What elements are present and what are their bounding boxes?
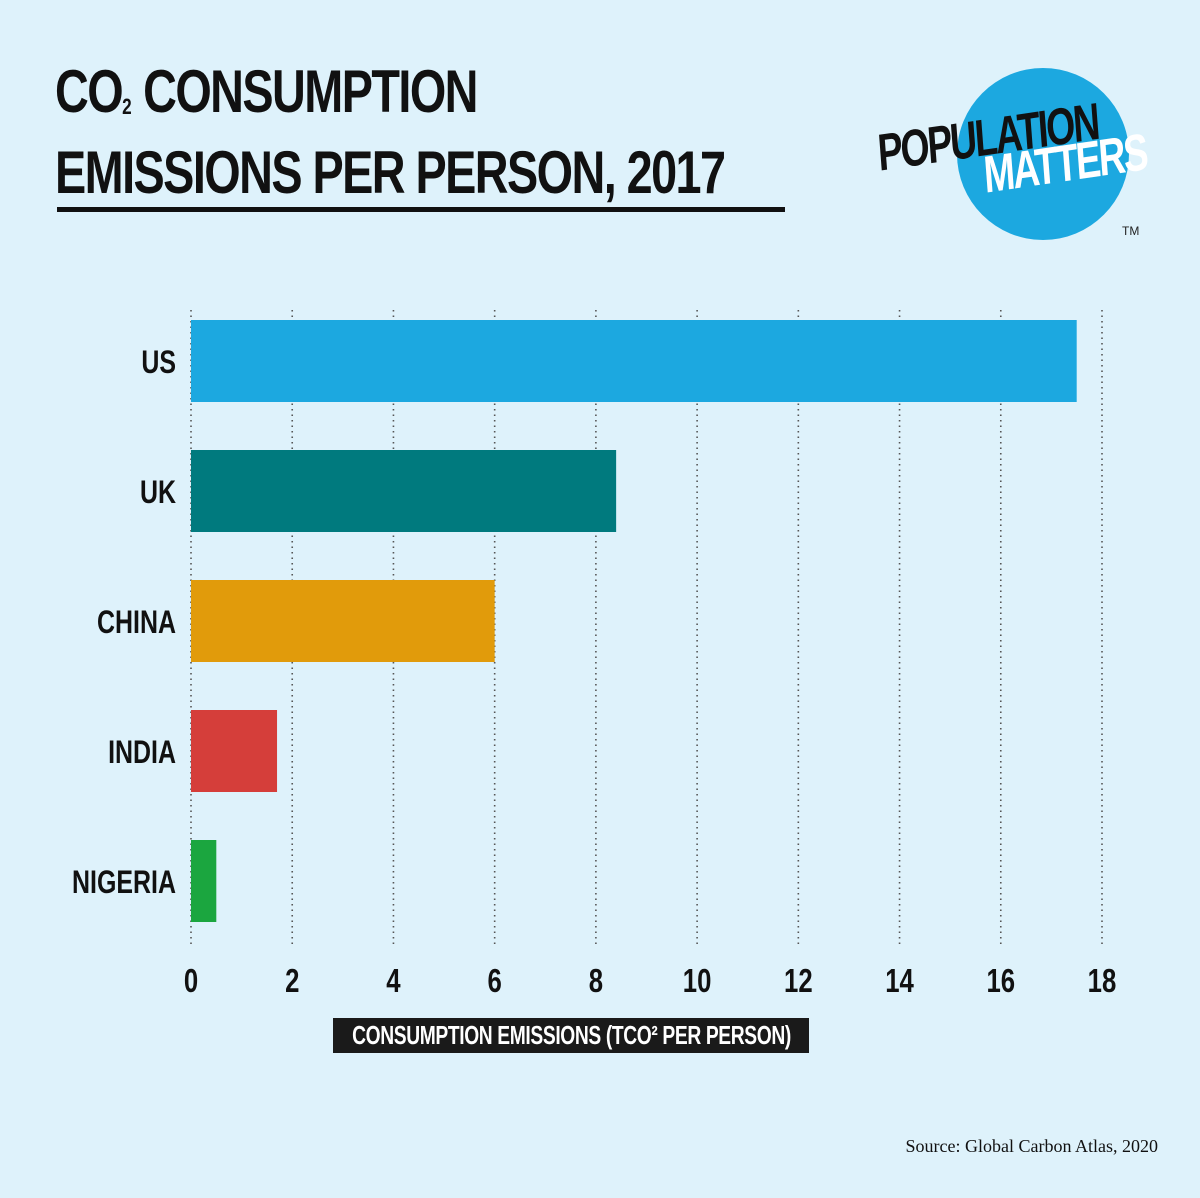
x-axis-title: CONSUMPTION EMISSIONS (TCO² PER PERSON) bbox=[351, 1020, 791, 1050]
x-tick-label: 2 bbox=[285, 963, 299, 1000]
x-tick-label: 8 bbox=[589, 963, 603, 1000]
trademark-symbol: TM bbox=[1122, 224, 1140, 238]
x-tick-label: 0 bbox=[184, 963, 198, 1000]
x-tick-label: 6 bbox=[488, 963, 502, 1000]
title-consumption: CONSUMPTION bbox=[131, 58, 478, 125]
logo-circle bbox=[957, 68, 1129, 240]
x-tick-label: 16 bbox=[986, 963, 1015, 1000]
category-label-us: US bbox=[141, 345, 176, 381]
title-co: CO bbox=[55, 58, 124, 125]
x-tick-label: 10 bbox=[683, 963, 712, 1000]
chart-title: CO2 CONSUMPTION EMISSIONS PER PERSON, 20… bbox=[55, 58, 726, 207]
category-label-india: INDIA bbox=[108, 735, 176, 771]
source-note: Source: Global Carbon Atlas, 2020 bbox=[905, 1136, 1158, 1156]
bar-china bbox=[191, 580, 495, 662]
x-tick-label: 14 bbox=[885, 963, 914, 1000]
title-line-2: EMISSIONS PER PERSON, 2017 bbox=[55, 139, 726, 206]
bar-nigeria bbox=[191, 840, 217, 922]
x-tick-label: 18 bbox=[1088, 963, 1117, 1000]
category-label-china: CHINA bbox=[97, 605, 176, 641]
bar-us bbox=[191, 320, 1077, 402]
category-label-nigeria: NIGERIA bbox=[72, 865, 176, 901]
x-axis-title-box: CONSUMPTION EMISSIONS (TCO² PER PERSON) bbox=[333, 1018, 809, 1053]
x-tick-label: 12 bbox=[784, 963, 813, 1000]
title-line-1: CO2 CONSUMPTION bbox=[55, 58, 648, 139]
title-underline bbox=[57, 207, 785, 212]
x-tick-label: 4 bbox=[386, 963, 401, 1000]
bar-uk bbox=[191, 450, 617, 532]
bar-india bbox=[191, 710, 278, 792]
title-subscript: 2 bbox=[122, 94, 132, 119]
category-label-uk: UK bbox=[140, 475, 176, 511]
